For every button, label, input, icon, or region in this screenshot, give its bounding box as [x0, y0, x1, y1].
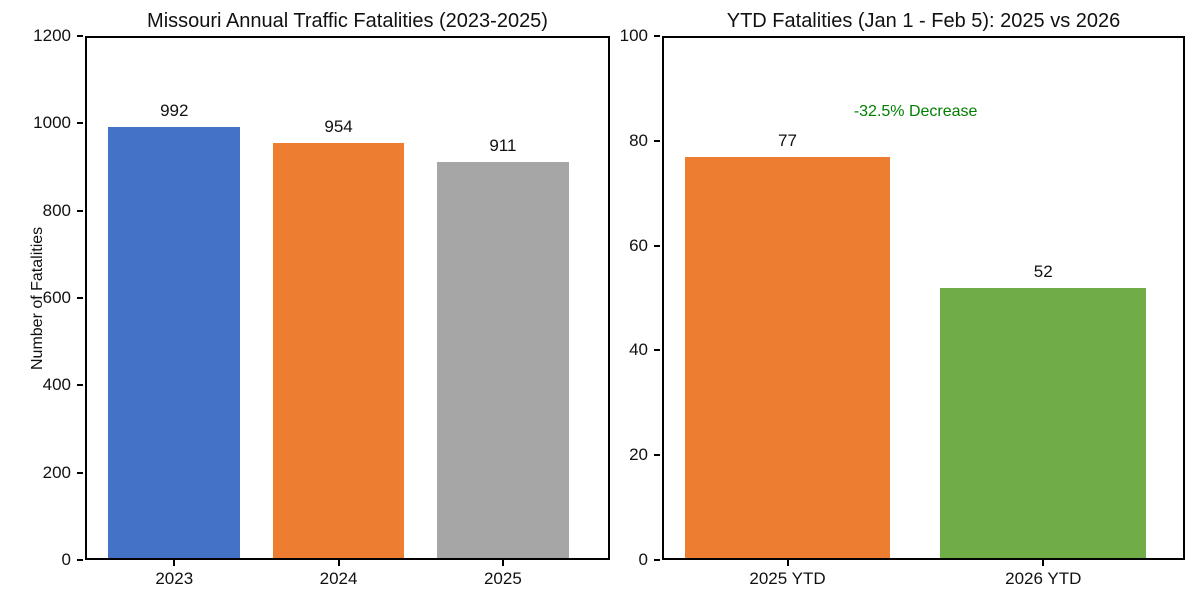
y-tick-label: 600 [42, 288, 71, 307]
y-tick-mark [77, 209, 83, 212]
y-tick-label: 60 [629, 235, 648, 255]
bar-2026-ytd [940, 287, 1147, 560]
bar-2024 [272, 143, 405, 560]
bar-value-label: 911 [489, 136, 517, 156]
y-tick-label: 1200 [33, 26, 71, 45]
x-tick-mark [173, 560, 176, 566]
chart-title: Missouri Annual Traffic Fatalities (2023… [147, 10, 548, 32]
y-tick-label: 80 [629, 130, 648, 150]
y-tick-mark [654, 349, 660, 352]
y-tick-label: 400 [42, 375, 71, 395]
bar-value-label: 954 [324, 117, 353, 137]
chart-title: YTD Fatalities (Jan 1 - Feb 5): 2025 vs … [726, 10, 1121, 32]
y-tick-label: 40 [629, 340, 648, 360]
y-tick-mark [77, 35, 83, 37]
y-tick-mark [654, 454, 660, 457]
y-tick-label: 1000 [33, 113, 71, 133]
y-tick-mark [654, 559, 660, 561]
x-tick-mark [501, 560, 504, 566]
y-tick-mark [77, 471, 83, 474]
y-tick-label: 20 [629, 445, 648, 465]
x-tick-mark [1042, 560, 1045, 566]
y-tick-label: 100 [619, 26, 648, 45]
x-tick-label: 2025 YTD [749, 569, 826, 588]
y-tick-mark [654, 139, 660, 142]
x-tick-label: 2025 [483, 569, 522, 588]
y-tick-label: 200 [42, 462, 71, 482]
bar-value-label: 992 [160, 100, 189, 120]
y-tick-mark [77, 122, 83, 125]
y-tick-mark [77, 384, 83, 387]
y-tick-label: 0 [638, 550, 648, 569]
bar-2025 [437, 162, 569, 560]
bar-2023 [108, 126, 241, 560]
y-axis-label: Number of Fatalities [29, 226, 46, 370]
x-tick-label: 2024 [319, 569, 358, 588]
y-tick-mark [77, 559, 83, 561]
bar-value-label: 52 [1033, 261, 1053, 281]
x-tick-mark [786, 560, 789, 566]
y-tick-mark [77, 297, 83, 299]
y-tick-mark [654, 35, 660, 37]
x-tick-mark [337, 560, 340, 566]
bar-value-label: 77 [778, 130, 797, 150]
x-tick-label: 2023 [155, 569, 194, 588]
plot-area [662, 36, 1185, 560]
y-tick-label: 0 [61, 550, 71, 569]
x-tick-label: 2026 YTD [1005, 569, 1082, 588]
y-tick-label: 800 [42, 200, 71, 220]
y-tick-mark [654, 244, 660, 247]
plot-area [85, 36, 610, 560]
bar-2025-ytd [684, 156, 891, 560]
annotation-decrease: -32.5% Decrease [853, 102, 978, 120]
